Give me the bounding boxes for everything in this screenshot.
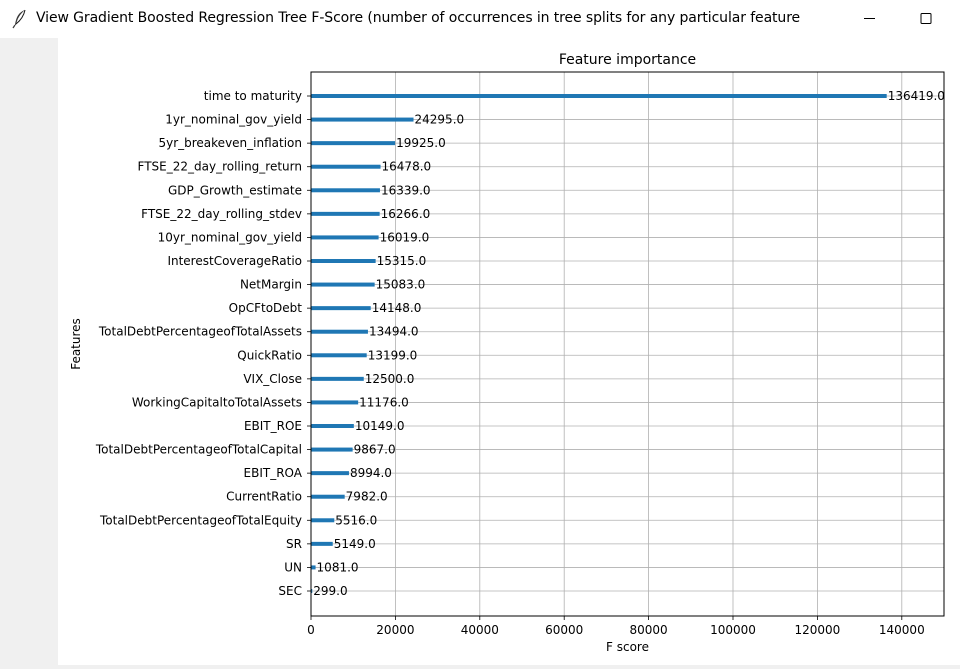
value-label-layer: 136419.0 24295.0 19925.0 16478.0 16339.0 1626…: [313, 89, 945, 598]
value-label: 13494.0: [369, 325, 419, 339]
bar: [311, 94, 887, 98]
y-tick-label: 5yr_breakeven_inflation: [158, 136, 302, 150]
y-tick-label: SEC: [278, 584, 302, 598]
bar: [311, 282, 375, 287]
feather-icon: [12, 9, 26, 29]
value-label: 8994.0: [350, 466, 392, 480]
value-label: 299.0: [313, 584, 347, 598]
value-label: 5149.0: [334, 537, 376, 551]
x-tick-label: 60000: [545, 623, 583, 637]
y-tick-label: WorkingCapitaltoTotalAssets: [132, 395, 302, 409]
value-label: 12500.0: [365, 372, 415, 386]
bar: [311, 541, 333, 546]
y-tick-label: GDP_Growth_estimate: [168, 183, 302, 197]
y-tick-label: CurrentRatio: [226, 490, 302, 504]
value-label: 14148.0: [372, 301, 422, 315]
x-tick-label: 120000: [794, 623, 840, 637]
left-panel: [0, 38, 58, 665]
bar: [311, 400, 359, 405]
value-label: 16019.0: [380, 230, 430, 244]
value-label: 7982.0: [346, 490, 388, 504]
minimize-icon: [864, 18, 875, 19]
y-tick-label: TotalDebtPercentageofTotalEquity: [99, 513, 302, 527]
value-label: 15315.0: [377, 254, 427, 268]
value-label: 19925.0: [396, 136, 446, 150]
value-label: 13199.0: [368, 348, 418, 362]
axes-frame: [310, 71, 945, 617]
value-label: 11176.0: [359, 395, 409, 409]
y-tick-label: TotalDebtPercentageofTotalCapital: [95, 443, 302, 457]
y-tick-label: FTSE_22_day_rolling_stdev: [141, 207, 302, 221]
bar: [311, 589, 313, 593]
bar: [311, 306, 371, 311]
bar: [311, 235, 379, 240]
y-tick-label: 1yr_nominal_gov_yield: [165, 113, 302, 127]
y-tick-label: NetMargin: [240, 278, 302, 292]
chart-title: Feature importance: [559, 52, 696, 68]
bar: [311, 211, 380, 216]
y-tick-label: SR: [286, 537, 302, 551]
y-tick-label: VIX_Close: [243, 372, 302, 386]
value-label: 1081.0: [317, 560, 359, 574]
y-tick-label: EBIT_ROA: [244, 466, 303, 480]
y-tick-label: 10yr_nominal_gov_yield: [158, 230, 302, 244]
title-bar[interactable]: View Gradient Boosted Regression Tree F-…: [0, 0, 960, 38]
x-tick-label: 140000: [879, 623, 925, 637]
x-tick-label: 0: [307, 623, 315, 637]
value-label: 9867.0: [354, 443, 396, 457]
bar: [311, 471, 349, 476]
x-tick-label: 40000: [461, 623, 499, 637]
minimize-button[interactable]: [846, 0, 892, 38]
bar: [311, 494, 345, 499]
bar-layer: [311, 94, 887, 593]
bar: [311, 518, 335, 523]
bar: [311, 424, 354, 428]
value-label: 15083.0: [376, 278, 426, 292]
bar: [311, 117, 414, 122]
bar: [311, 353, 367, 358]
y-tick-label: time to maturity: [204, 89, 302, 103]
window-title: View Gradient Boosted Regression Tree F-…: [36, 10, 801, 26]
x-axis-label: F score: [606, 640, 649, 654]
value-label: 24295.0: [415, 113, 465, 127]
x-tick-label: 20000: [376, 623, 414, 637]
feature-importance-chart: 136419.0 24295.0 19925.0 16478.0 16339.0 1626…: [69, 52, 945, 654]
value-label: 136419.0: [888, 89, 945, 103]
value-label: 16339.0: [381, 183, 431, 197]
bar: [311, 259, 376, 263]
value-label: 10149.0: [355, 419, 405, 433]
bar: [311, 329, 368, 334]
y-tick-label: OpCFtoDebt: [229, 301, 303, 315]
y-axis-label: Features: [69, 318, 83, 370]
x-tick-label: 100000: [710, 623, 756, 637]
bar: [311, 565, 316, 570]
y-tick-label: FTSE_22_day_rolling_return: [138, 160, 303, 174]
y-tick-label: EBIT_ROE: [244, 419, 302, 433]
tick-layer: 0 20000 40000 60000 80000 100000 120000 140000 t…: [95, 89, 925, 637]
plot-canvas: 136419.0 24295.0 19925.0 16478.0 16339.0 1626…: [58, 38, 960, 665]
maximize-button[interactable]: [902, 0, 948, 38]
bar: [311, 447, 353, 452]
x-tick-label: 80000: [630, 623, 668, 637]
bar: [311, 141, 396, 146]
value-label: 5516.0: [335, 513, 377, 527]
y-tick-label: InterestCoverageRatio: [167, 254, 302, 268]
value-label: 16266.0: [381, 207, 431, 221]
bar: [311, 164, 381, 169]
value-label: 16478.0: [382, 160, 432, 174]
bar: [311, 188, 380, 193]
y-tick-label: TotalDebtPercentageofTotalAssets: [98, 325, 302, 339]
y-tick-label: QuickRatio: [237, 348, 302, 362]
maximize-icon: [920, 13, 932, 24]
grid-layer: [310, 72, 944, 616]
bar: [311, 376, 364, 381]
y-tick-label: UN: [284, 560, 302, 574]
